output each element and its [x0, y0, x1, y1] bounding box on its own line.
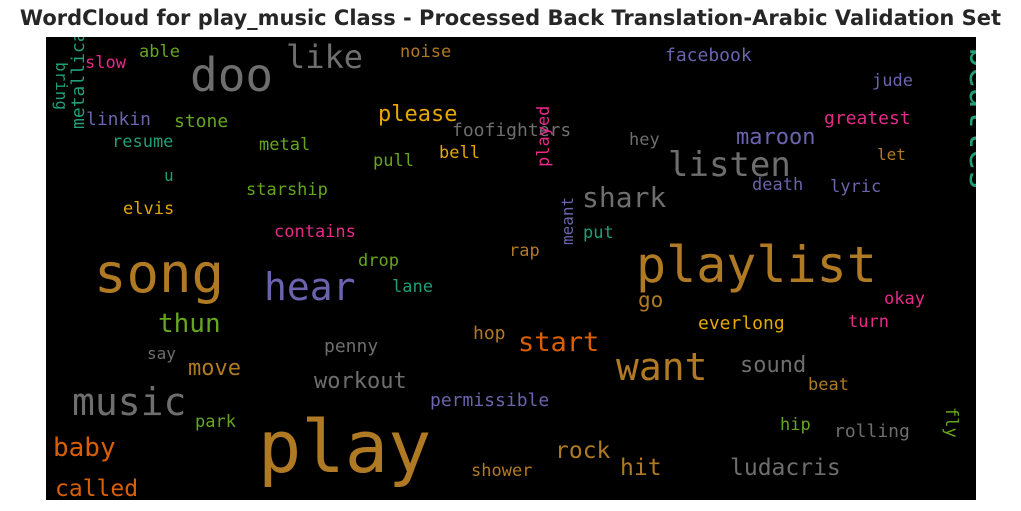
word-linkin: linkin [86, 109, 151, 130]
word-fly: fly [941, 407, 961, 438]
word-facebook: facebook [665, 45, 752, 66]
word-move: move [188, 356, 241, 381]
word-rolling: rolling [834, 421, 910, 442]
word-death: death [752, 175, 803, 195]
word-cloud: play song playlist doo music hear want listen be… [46, 37, 976, 500]
word-contains: contains [274, 222, 356, 242]
word-u: u [164, 166, 174, 185]
word-jude: jude [872, 71, 913, 91]
word-foofighters: foofighters [452, 120, 571, 141]
word-workout: workout [314, 369, 407, 394]
word-thun: thun [158, 309, 221, 339]
word-drop: drop [358, 251, 399, 271]
word-lane: lane [392, 277, 433, 297]
word-please: please [378, 102, 457, 127]
word-let: let [877, 145, 906, 164]
word-shower: shower [471, 461, 532, 481]
word-shark: shark [582, 181, 666, 214]
word-bell: bell [439, 143, 480, 163]
word-called: called [55, 476, 138, 500]
word-want: want [616, 345, 708, 389]
word-hit: hit [620, 455, 662, 481]
word-penny: penny [324, 336, 378, 357]
word-beatles: beatles [961, 47, 976, 190]
word-hey: hey [629, 130, 660, 150]
word-okay: okay [884, 289, 925, 309]
word-music: music [72, 380, 186, 424]
word-starship: starship [246, 180, 328, 200]
word-sound: sound [740, 353, 806, 378]
word-put: put [583, 223, 614, 243]
word-greatest: greatest [824, 108, 911, 129]
word-doo: doo [190, 48, 273, 102]
word-playlist: playlist [636, 236, 877, 294]
word-elvis: elvis [123, 199, 174, 219]
word-able: able [139, 42, 180, 62]
word-song: song [94, 242, 224, 305]
word-hip: hip [780, 415, 811, 435]
word-lyric: lyric [830, 177, 881, 197]
word-baby: baby [53, 433, 116, 463]
word-noise: noise [400, 42, 451, 62]
chart-title: WordCloud for play_music Class - Process… [19, 6, 1002, 30]
word-maroon: maroon [736, 125, 815, 150]
word-listen: listen [668, 145, 791, 185]
word-meant: meant [558, 197, 577, 245]
word-bring: bring [52, 62, 71, 110]
word-pull: pull [373, 151, 414, 171]
word-hear: hear [264, 265, 356, 309]
word-metallicas: metallicas [68, 37, 89, 129]
word-cloud-canvas: play song playlist doo music hear want listen be… [52, 37, 976, 500]
word-beat: beat [808, 375, 849, 395]
word-turn: turn [848, 312, 889, 332]
word-slow: slow [85, 53, 127, 73]
word-resume: resume [112, 132, 173, 152]
word-say: say [147, 344, 176, 363]
word-like: like [286, 38, 363, 76]
word-rap: rap [509, 241, 540, 261]
word-start: start [518, 327, 599, 358]
word-rock: rock [555, 438, 611, 464]
word-go: go [638, 288, 663, 312]
word-ludacris: ludacris [730, 455, 841, 481]
word-played: played [534, 106, 554, 167]
word-stone: stone [174, 111, 228, 132]
word-hop: hop [473, 323, 506, 344]
word-metal: metal [259, 135, 310, 155]
word-permissible: permissible [430, 390, 549, 411]
word-everlong: everlong [698, 313, 785, 334]
word-play: play [258, 405, 431, 489]
word-park: park [195, 412, 236, 432]
